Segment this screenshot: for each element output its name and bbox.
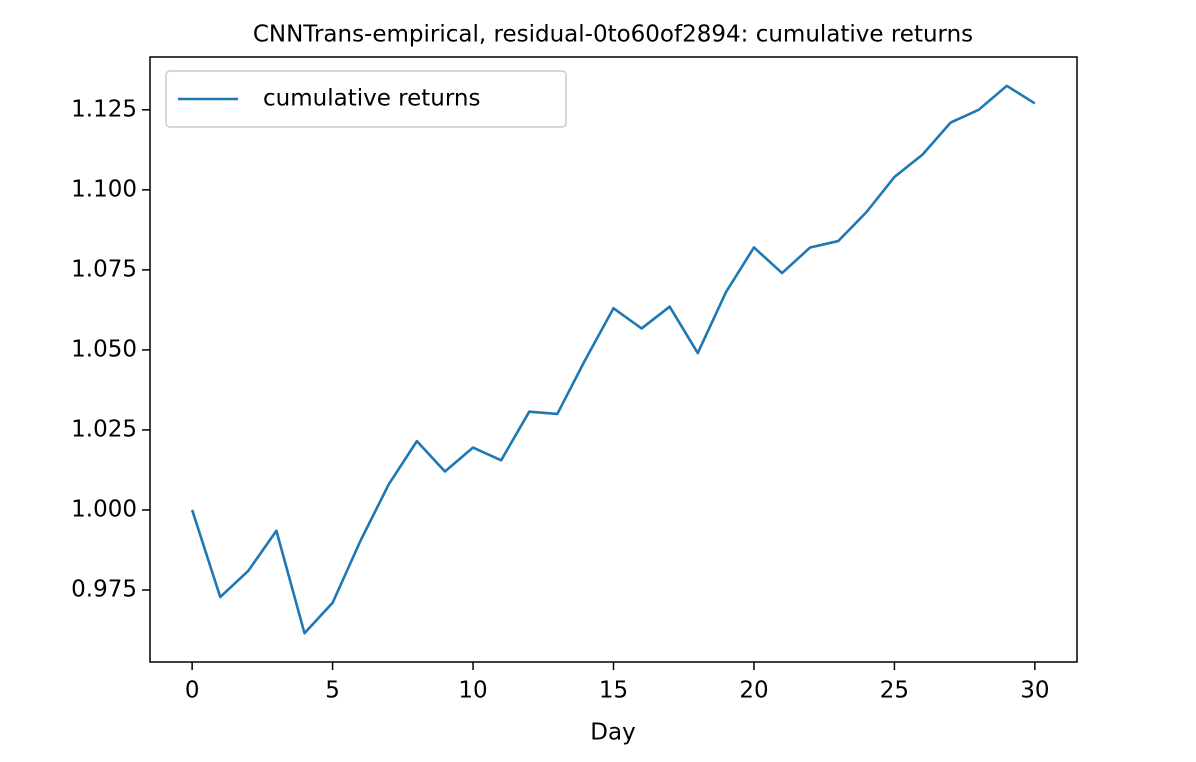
x-tick-label: 20	[739, 678, 768, 704]
y-tick-label: 1.125	[71, 96, 137, 122]
x-tick-label: 30	[1020, 678, 1049, 704]
y-tick-label: 1.050	[71, 336, 137, 362]
y-tick-label: 1.075	[71, 256, 137, 282]
x-tick-label: 0	[185, 678, 200, 704]
chart-title: CNNTrans-empirical, residual-0to60of2894…	[253, 22, 973, 48]
y-tick-label: 1.100	[71, 176, 137, 202]
legend-label: cumulative returns	[263, 86, 480, 112]
legend-box	[165, 70, 567, 128]
x-tick-label: 10	[458, 678, 487, 704]
line-series	[190, 84, 1036, 635]
y-tick-label: 0.975	[71, 576, 137, 602]
x-axis-label: Day	[590, 720, 635, 746]
x-tick-label: 25	[880, 678, 909, 704]
y-tick-label: 1.000	[71, 496, 137, 522]
x-tick-label: 15	[599, 678, 628, 704]
axes-frame	[149, 56, 1078, 663]
y-tick-label: 1.025	[71, 416, 137, 442]
x-tick-label: 5	[325, 678, 340, 704]
